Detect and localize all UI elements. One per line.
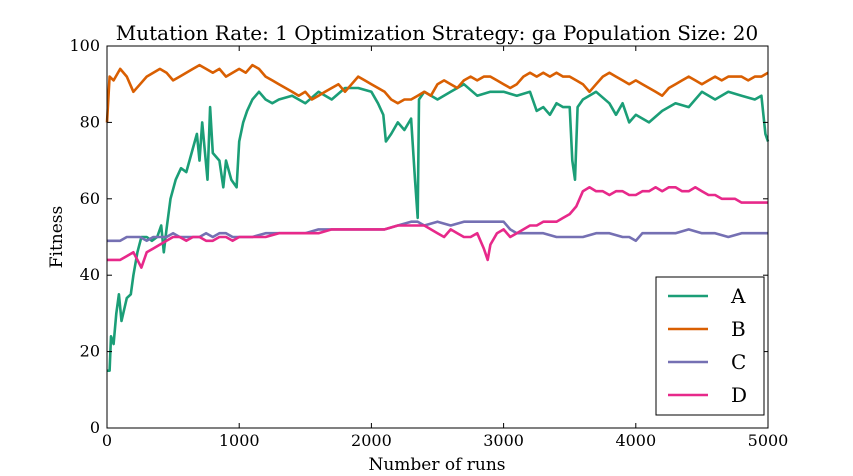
series-line-D (107, 186, 768, 269)
plot-area (105, 63, 770, 373)
x-tick-label: 5000 (748, 431, 789, 450)
x-tick-label: 1000 (219, 431, 260, 450)
y-tick-label: 100 (69, 36, 100, 55)
legend-box (655, 276, 765, 416)
y-tick-label: 80 (80, 112, 100, 131)
x-tick-label: 0 (102, 431, 112, 450)
x-tick-label: 4000 (615, 431, 656, 450)
axis-ticks: 0 1000 2000 3000 4000 5000 0 20 40 60 80 100 (69, 36, 788, 450)
chart-title: Mutation Rate: 1 Optimization Strategy: … (116, 21, 759, 45)
y-tick-label: 60 (80, 189, 100, 208)
legend-label-C: C (731, 350, 746, 374)
y-tick-label: 40 (80, 265, 100, 284)
legend-label-B: B (731, 317, 746, 341)
x-tick-label: 2000 (351, 431, 392, 450)
plot-frame (106, 45, 769, 429)
legend-label-D: D (731, 383, 747, 407)
series-line-A (107, 82, 770, 373)
y-tick-label: 0 (90, 418, 100, 437)
x-tick-label: 3000 (483, 431, 524, 450)
series-line-B (105, 63, 769, 123)
series-line-C (107, 220, 768, 243)
x-axis-label: Number of runs (368, 455, 505, 475)
y-tick-label: 20 (80, 342, 100, 361)
y-axis-label: Fitness (47, 206, 67, 269)
legend-label-A: A (730, 284, 746, 308)
